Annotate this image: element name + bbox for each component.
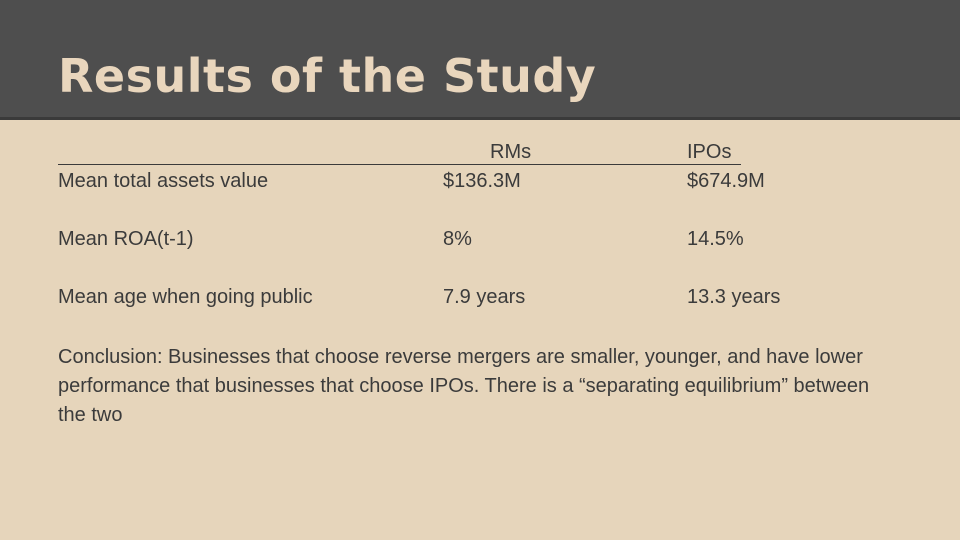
- column-header-rms: RMs: [490, 141, 532, 163]
- table-row: Mean age when going public 7.9 years 13.…: [58, 283, 878, 311]
- table-row: Mean total assets value $136.3M $674.9M: [58, 167, 878, 195]
- slide-body: RMs IPOs Mean total assets value $136.3M…: [58, 138, 878, 430]
- table-header-row: RMs IPOs: [58, 138, 741, 165]
- row-label: Mean ROA(t-1): [58, 228, 194, 250]
- slide-title: Results of the Study: [58, 49, 597, 103]
- table-row: Mean ROA(t-1) 8% 14.5%: [58, 225, 878, 253]
- row-label: Mean total assets value: [58, 170, 269, 192]
- conclusion-text: Conclusion: Businesses that choose rever…: [58, 346, 870, 426]
- row-label: Mean age when going public: [58, 286, 313, 308]
- title-bar: Results of the Study: [0, 0, 960, 120]
- rm-value: 8%: [443, 228, 472, 250]
- ipo-value: 13.3 years: [687, 286, 781, 308]
- ipo-value: 14.5%: [687, 228, 744, 250]
- rm-value: $136.3M: [443, 170, 521, 192]
- column-header-ipos: IPOs: [687, 141, 732, 163]
- rm-value: 7.9 years: [443, 286, 526, 308]
- ipo-value: $674.9M: [687, 170, 765, 192]
